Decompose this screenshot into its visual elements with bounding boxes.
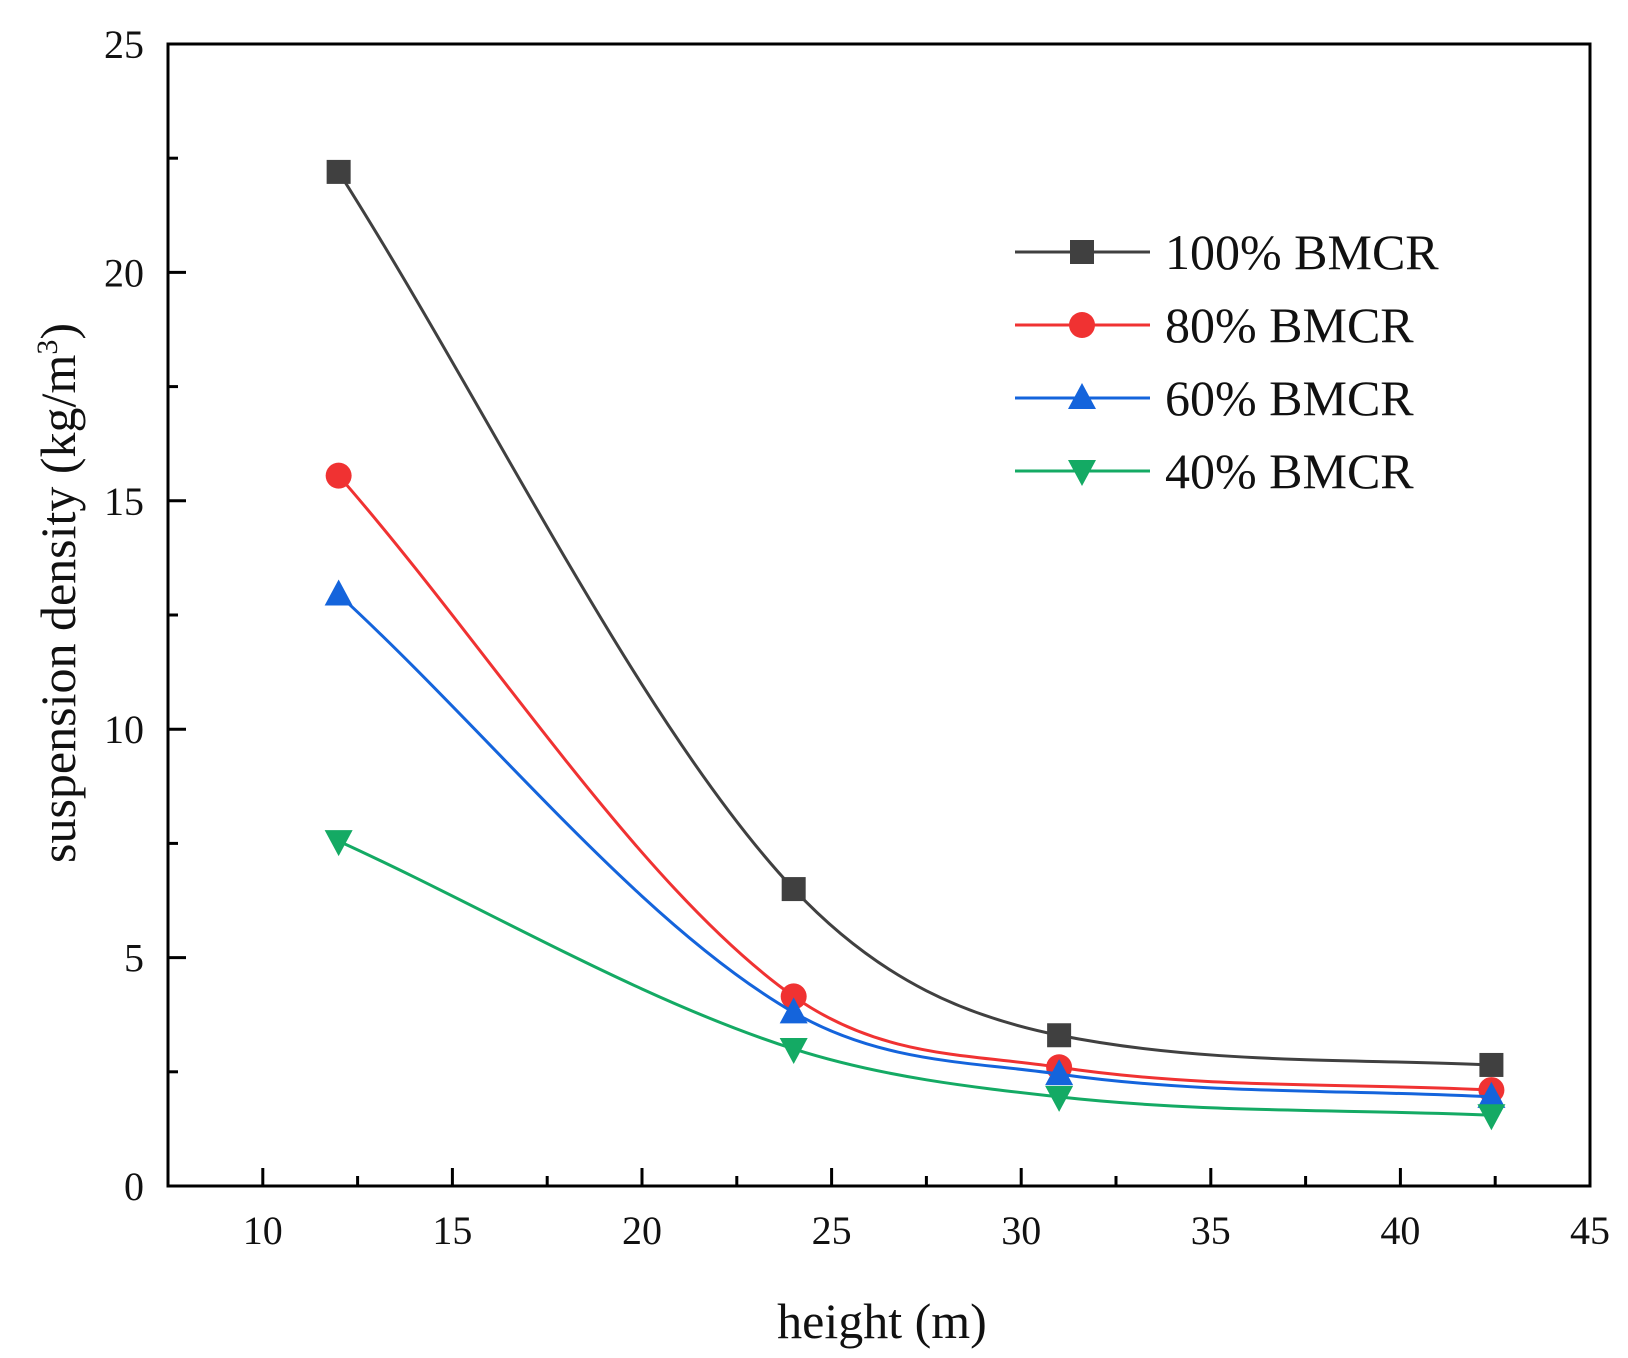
data-point: [324, 579, 353, 606]
data-point: [781, 877, 806, 902]
series-line: [337, 593, 1492, 1099]
y-tick-label: 25: [104, 22, 144, 67]
series-line: [338, 839, 1492, 1117]
data-point: [1479, 1052, 1504, 1077]
y-axis-title-close: ): [30, 323, 86, 340]
legend-marker: [1070, 240, 1094, 264]
plot-frame: [166, 42, 1592, 1188]
y-axis-title-main: suspension density (kg/m: [30, 355, 86, 863]
legend-label: 80% BMCR: [1165, 297, 1414, 353]
data-point: [1045, 1059, 1074, 1086]
legend-label: 100% BMCR: [1165, 224, 1439, 280]
x-tick-label: 40: [1380, 1208, 1420, 1253]
legend-label: 60% BMCR: [1165, 370, 1414, 426]
x-tick-label: 25: [812, 1208, 852, 1253]
y-tick-label: 0: [124, 1164, 144, 1209]
data-point: [1477, 1081, 1506, 1108]
series-100-bmcr: [326, 159, 1504, 1077]
series-80-bmcr: [325, 462, 1505, 1104]
x-tick-label: 30: [1001, 1208, 1041, 1253]
x-tick-label: 15: [432, 1208, 472, 1253]
legend-marker: [1069, 312, 1095, 338]
legend: 100% BMCR 80% BMCR 60% BMCR 40% BMCR: [1015, 224, 1439, 499]
x-tick-label: 10: [243, 1208, 283, 1253]
data-point: [1047, 1023, 1072, 1048]
x-axis: 10 15 20 25 30 35 40 45: [243, 1168, 1610, 1253]
y-tick-label: 5: [124, 936, 144, 981]
y-axis: 0 5 10 15 20 25: [104, 22, 186, 1209]
legend-label: 40% BMCR: [1165, 443, 1414, 499]
data-point: [324, 830, 353, 857]
x-tick-label: 35: [1191, 1208, 1231, 1253]
series-line: [337, 474, 1492, 1092]
y-tick-label: 10: [104, 707, 144, 752]
data-point: [780, 983, 807, 1010]
legend-item: 40% BMCR: [1015, 443, 1414, 499]
plot-area: [166, 42, 1592, 1188]
y-tick-label: 20: [104, 250, 144, 295]
y-axis-title-superscript: 3: [31, 340, 64, 355]
x-tick-label: 20: [622, 1208, 662, 1253]
data-point: [1477, 1104, 1506, 1131]
legend-marker: [1068, 383, 1096, 409]
y-axis-title: suspension density (kg/m3): [30, 323, 86, 863]
x-axis-title: height (m): [777, 1293, 987, 1349]
legend-marker: [1068, 460, 1096, 486]
data-point: [1045, 1085, 1074, 1112]
series-layer: [324, 159, 1506, 1131]
data-point: [326, 159, 351, 184]
legend-item: 100% BMCR: [1015, 224, 1439, 280]
series-60-bmcr: [324, 579, 1506, 1108]
data-point: [779, 997, 808, 1024]
legend-item: 60% BMCR: [1015, 370, 1414, 426]
data-point: [325, 462, 352, 489]
series-line: [337, 171, 1492, 1067]
data-point: [779, 1037, 808, 1064]
series-40-bmcr: [324, 830, 1506, 1131]
legend-item: 80% BMCR: [1015, 297, 1414, 353]
y-tick-label: 15: [104, 479, 144, 524]
x-tick-label: 45: [1570, 1208, 1610, 1253]
